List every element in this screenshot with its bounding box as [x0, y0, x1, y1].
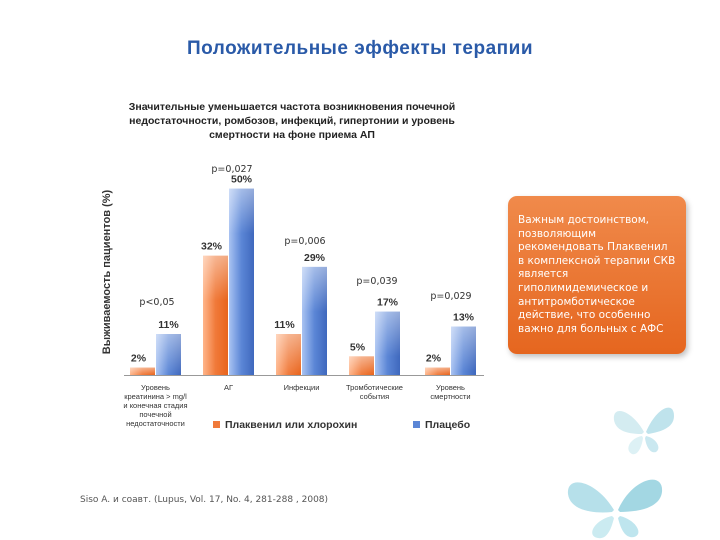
bar-highlight: [425, 367, 450, 375]
chart-heading-line: недостаточности, ромбозов, инфекций, гип…: [129, 115, 455, 127]
x-tick-label: Тромботические: [346, 383, 403, 392]
bar-highlight: [229, 188, 254, 234]
bar-value-label: 32%: [201, 241, 223, 253]
x-tick-label: смертности: [430, 392, 470, 401]
p-value-label: p=0,027: [211, 164, 252, 175]
x-tick-label: Уровень: [141, 383, 170, 392]
x-tick-label: АГ: [224, 383, 233, 392]
p-value-label: p=0,039: [356, 276, 397, 287]
chart-heading: Значительные уменьшается частота возникн…: [96, 100, 488, 142]
x-tick-label: недостаточности: [126, 419, 185, 428]
p-value-label: p<0,05: [139, 297, 174, 308]
legend-label: Плаквенил или хлорохин: [225, 419, 357, 431]
bar-value-label: 17%: [377, 297, 399, 309]
legend-label: Плацебо: [425, 419, 470, 431]
x-tick-label: Уровень: [436, 383, 465, 392]
bar-highlight: [276, 334, 301, 375]
bar-highlight: [375, 311, 400, 357]
p-value-label: p=0,029: [430, 291, 471, 302]
chart-heading-line: смертности на фоне приема АП: [209, 129, 375, 141]
bar-value-label: 29%: [304, 252, 326, 264]
butterfly-decoration-icon: [613, 407, 674, 455]
bar-value-label: 2%: [426, 353, 442, 365]
x-tick-label: и конечная стадия: [123, 401, 187, 410]
callout-box: Важным достоинством, позволяющим рекомен…: [508, 196, 686, 354]
bar-value-label: 50%: [231, 174, 253, 186]
bar-highlight: [203, 255, 228, 301]
bar-highlight: [349, 356, 374, 375]
y-axis-label: Выживаемость пациентов (%): [101, 189, 113, 354]
bar-highlight: [302, 266, 327, 312]
x-tick-label: Инфекции: [284, 383, 320, 392]
source-note: Siso A. и соавт. (Lupus, Vol. 17, No. 4,…: [80, 495, 329, 505]
bar-value-label: 13%: [453, 312, 475, 324]
x-tick-label: креатинина > mg/l: [124, 392, 187, 401]
bar-highlight: [451, 326, 476, 372]
bar-value-label: 2%: [131, 353, 147, 365]
bar-value-label: 11%: [274, 319, 295, 331]
slide-title: Положительные эффекты терапии: [186, 38, 534, 59]
x-tick-label: почечной: [139, 410, 171, 419]
legend-swatch: [213, 421, 220, 428]
x-tick-label: события: [360, 392, 389, 401]
p-value-label: p=0,006: [284, 236, 325, 247]
bar-highlight: [156, 334, 181, 375]
bar-value-label: 5%: [350, 341, 366, 353]
legend-swatch: [413, 421, 420, 428]
chart-heading-line: Значительные уменьшается частота возникн…: [128, 101, 456, 113]
bar-value-label: 11%: [158, 319, 179, 331]
butterfly-decoration-icon: [567, 479, 663, 539]
bar-highlight: [130, 367, 155, 375]
